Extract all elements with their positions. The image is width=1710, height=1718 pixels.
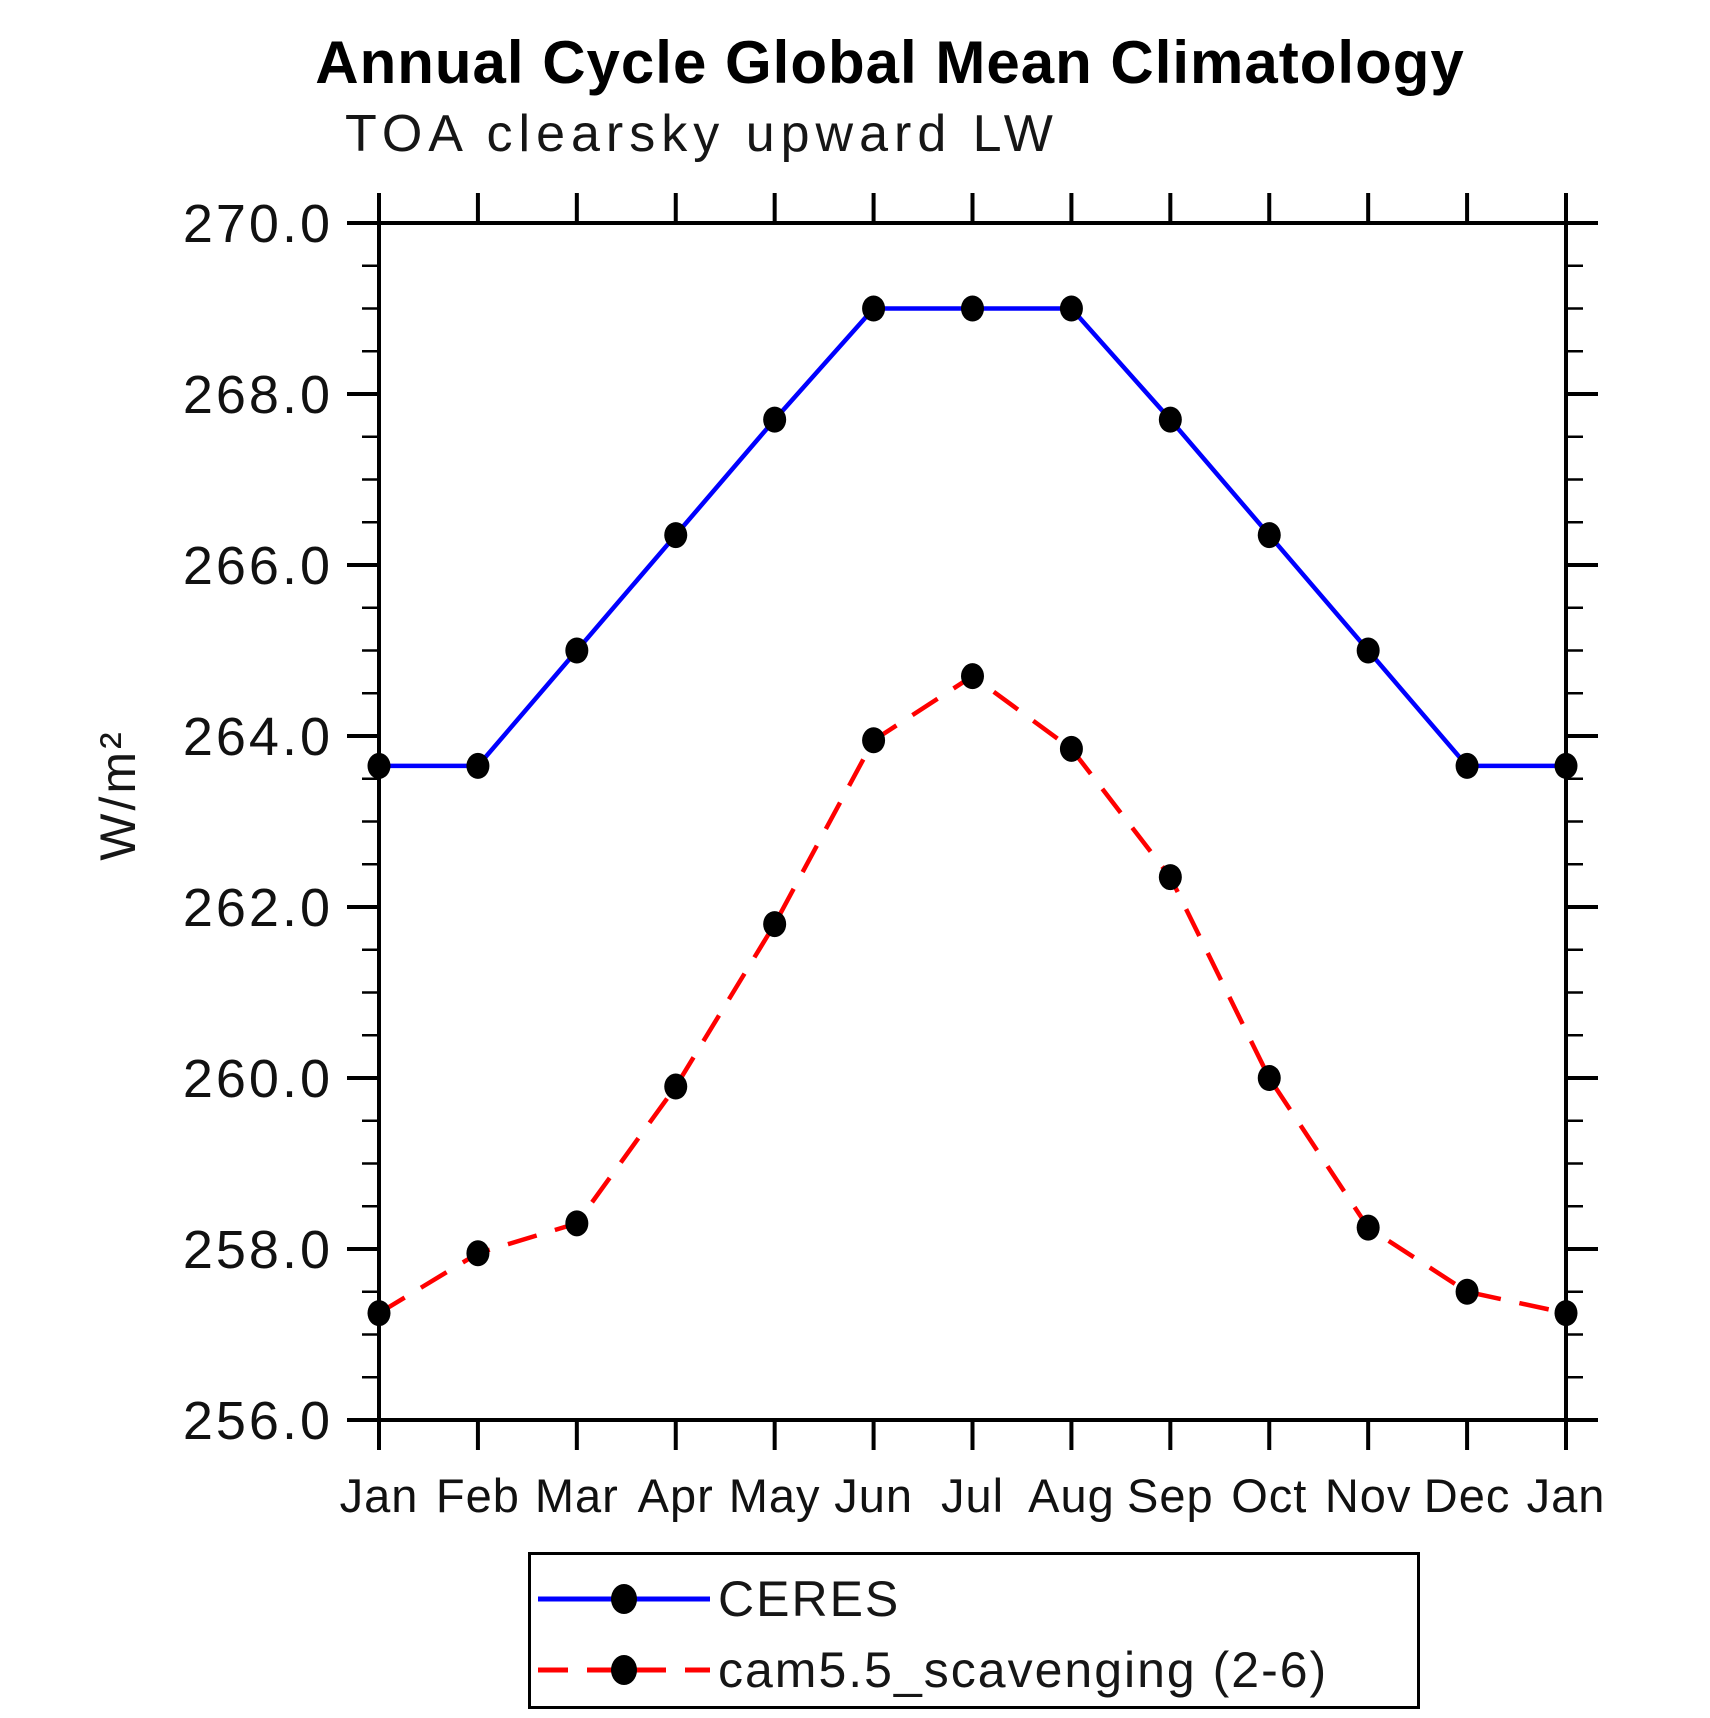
data-point-marker bbox=[763, 406, 787, 433]
x-tick-label: Sep bbox=[1127, 1469, 1214, 1522]
legend-sample-dashed-line bbox=[538, 1655, 710, 1685]
data-point-marker bbox=[1059, 295, 1083, 322]
data-point-marker bbox=[1455, 1278, 1479, 1305]
x-tick-label: Feb bbox=[436, 1469, 520, 1522]
data-point-marker bbox=[862, 727, 886, 754]
series-line-solid bbox=[379, 306, 1566, 769]
x-tick-label: Apr bbox=[638, 1469, 714, 1522]
x-tick-label: Mar bbox=[535, 1469, 619, 1522]
y-tick-label: 270.0 bbox=[183, 194, 333, 254]
legend-box: CERES cam5.5_scavenging (2-6) bbox=[528, 1552, 1420, 1709]
data-point-marker bbox=[862, 295, 886, 322]
x-tick-label: Jan bbox=[1527, 1469, 1606, 1522]
x-tick-label: Oct bbox=[1231, 1469, 1307, 1522]
data-point-marker bbox=[1554, 1300, 1578, 1327]
data-point-marker bbox=[1158, 864, 1182, 891]
x-tick-label: Jun bbox=[834, 1469, 913, 1522]
data-point-marker bbox=[664, 1073, 688, 1100]
data-point-marker bbox=[1356, 637, 1380, 664]
plot-frame bbox=[377, 221, 1568, 1422]
legend-marker-dot bbox=[611, 1584, 637, 1614]
chart-subtitle: TOA clearsky upward LW bbox=[345, 105, 1059, 163]
x-tick-label: Jul bbox=[941, 1469, 1004, 1522]
legend-entry-cam55: cam5.5_scavenging (2-6) bbox=[536, 1642, 1328, 1698]
data-point-marker bbox=[466, 1240, 490, 1267]
data-point-marker bbox=[565, 1210, 589, 1237]
legend-label-cam55: cam5.5_scavenging (2-6) bbox=[718, 1642, 1329, 1698]
legend-marker-dot bbox=[611, 1655, 637, 1685]
y-tick-label: 258.0 bbox=[183, 1220, 333, 1280]
y-tick-label: 266.0 bbox=[183, 536, 333, 596]
series-line-dashed bbox=[377, 673, 1567, 1316]
chart-title: Annual Cycle Global Mean Climatology bbox=[315, 29, 1465, 96]
x-tick-label: Jan bbox=[340, 1469, 419, 1522]
data-point-marker bbox=[565, 637, 589, 664]
y-tick-label: 264.0 bbox=[183, 707, 333, 767]
data-point-marker bbox=[1059, 735, 1083, 762]
y-tick-label: 268.0 bbox=[183, 365, 333, 425]
data-point-marker bbox=[367, 752, 391, 779]
data-point-marker bbox=[1455, 752, 1479, 779]
data-point-marker bbox=[1554, 752, 1578, 779]
data-point-marker bbox=[367, 1300, 391, 1327]
x-tick-label: May bbox=[729, 1469, 821, 1522]
data-point-marker bbox=[1257, 1065, 1281, 1091]
data-point-marker bbox=[1158, 406, 1182, 433]
data-point-marker bbox=[961, 663, 984, 690]
y-tick-label: 262.0 bbox=[183, 878, 333, 938]
x-tick-label: Dec bbox=[1424, 1469, 1511, 1522]
data-point-marker bbox=[1257, 522, 1281, 549]
data-point-marker bbox=[763, 911, 787, 938]
data-point-marker bbox=[1356, 1214, 1380, 1241]
legend-sample-solid-line bbox=[538, 1584, 710, 1614]
x-tick-label: Aug bbox=[1028, 1469, 1115, 1522]
legend-label-ceres: CERES bbox=[718, 1571, 901, 1627]
legend-entry-ceres: CERES bbox=[536, 1571, 900, 1627]
x-tick-label: Nov bbox=[1325, 1469, 1412, 1522]
y-tick-label: 260.0 bbox=[183, 1049, 333, 1109]
data-point-marker bbox=[961, 295, 984, 322]
y-tick-label: 256.0 bbox=[183, 1391, 333, 1451]
data-point-marker bbox=[664, 522, 688, 549]
data-point-marker bbox=[466, 752, 490, 779]
